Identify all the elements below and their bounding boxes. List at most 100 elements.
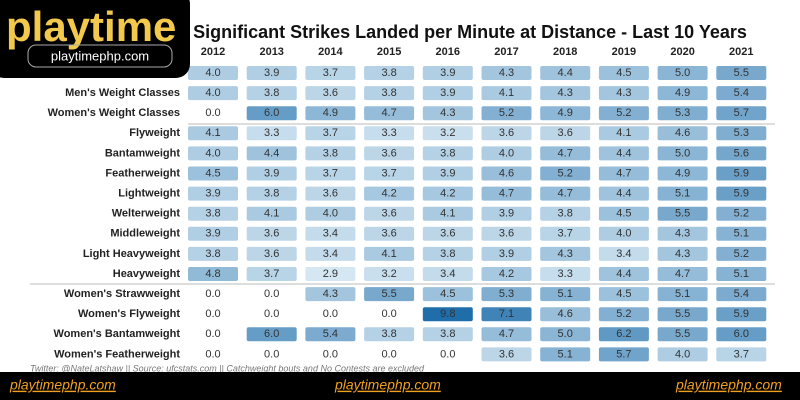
cell-bg — [422, 186, 473, 201]
cell-value: 4.0 — [499, 147, 514, 159]
cell-value: 5.4 — [734, 288, 749, 300]
cell-value: 5.1 — [734, 268, 749, 280]
cell-bg — [716, 86, 767, 101]
cell-value: 5.4 — [323, 328, 338, 340]
cell-bg — [305, 267, 356, 281]
column-header: 2016 — [436, 46, 460, 58]
cell-value: 4.9 — [675, 87, 690, 99]
cell-value: 3.3 — [381, 127, 396, 139]
cell-bg — [540, 267, 591, 281]
cell-value: 5.9 — [734, 308, 749, 320]
cell-value: 4.5 — [205, 167, 220, 179]
cell-value: 3.8 — [440, 147, 455, 159]
cell-value: 5.3 — [675, 107, 690, 119]
logo-bg — [0, 0, 190, 78]
cell-value: 3.7 — [734, 348, 749, 360]
cell-value: 3.6 — [558, 127, 573, 139]
cell-bg — [540, 327, 591, 342]
cell-bg — [422, 287, 473, 302]
cell-bg — [657, 226, 708, 241]
cell-bg — [481, 126, 532, 141]
cell-value: 4.7 — [499, 188, 514, 200]
cell-bg — [598, 347, 649, 362]
cell-value: 4.3 — [440, 107, 455, 119]
cell-bg — [188, 226, 238, 241]
cell-bg — [598, 307, 649, 322]
cell-value: 4.7 — [616, 167, 631, 179]
cell-bg — [540, 206, 591, 221]
cell-value: 3.3 — [558, 268, 573, 280]
cell-bg — [716, 206, 767, 221]
cell-bg — [246, 86, 297, 101]
cell-value: 5.5 — [381, 288, 396, 300]
row-label: Middleweight — [110, 228, 180, 240]
cell-bg — [540, 66, 591, 80]
cell-value: 4.6 — [499, 167, 514, 179]
cell-value: 4.0 — [205, 87, 220, 99]
cell-bg — [246, 267, 297, 281]
cell-value: 4.3 — [616, 87, 631, 99]
cell-value: 6.0 — [734, 328, 749, 340]
cell-value: 4.3 — [675, 228, 690, 240]
cell-bg — [540, 86, 591, 101]
cell-value: 3.6 — [264, 248, 279, 260]
cell-bg — [246, 146, 297, 161]
cell-value: 4.7 — [558, 188, 573, 200]
cell-value: 5.3 — [734, 127, 749, 139]
cell-bg — [188, 126, 238, 141]
link[interactable]: playtimephp.com — [675, 377, 782, 393]
cell-value: 3.8 — [205, 208, 220, 220]
row-label: Featherweight — [105, 167, 180, 179]
cell-bg — [188, 86, 238, 101]
cell-bg — [716, 347, 767, 362]
cell-bg — [598, 327, 649, 342]
cell-value: 3.9 — [499, 248, 514, 260]
cell-value: 4.3 — [558, 87, 573, 99]
cell-bg — [305, 106, 356, 121]
cell-value: 3.8 — [264, 188, 279, 200]
cell-value: 3.4 — [323, 248, 338, 260]
link[interactable]: playtimephp.com — [9, 377, 116, 393]
cell-value: 4.5 — [616, 67, 631, 79]
cell-bg — [716, 327, 767, 342]
cell-bg — [657, 327, 708, 342]
row-label: Flyweight — [129, 127, 180, 139]
cell-bg — [422, 66, 473, 80]
cell-value: 4.4 — [558, 67, 573, 79]
cell-value: 5.2 — [734, 208, 749, 220]
cell-value: 3.8 — [264, 87, 279, 99]
cell-value: 4.3 — [675, 248, 690, 260]
cell-value: 4.4 — [264, 147, 279, 159]
row-label: Bantamweight — [105, 147, 181, 159]
cell-bg — [188, 146, 238, 161]
cell-bg — [364, 327, 415, 342]
cell-value: 3.9 — [264, 67, 279, 79]
cell-value: 3.9 — [440, 167, 455, 179]
cell-value: 3.4 — [323, 228, 338, 240]
cell-value: 4.9 — [675, 167, 690, 179]
cell-bg — [246, 186, 297, 201]
column-header: 2018 — [553, 46, 577, 58]
cell-value: 3.9 — [264, 167, 279, 179]
cell-bg — [364, 146, 415, 161]
cell-value: 3.9 — [499, 208, 514, 220]
cell-bg — [598, 66, 649, 80]
cell-bg — [716, 106, 767, 121]
cell-bg — [716, 166, 767, 181]
cell-value: 5.5 — [675, 208, 690, 220]
cell-value: 4.5 — [616, 208, 631, 220]
cell-value: 4.7 — [675, 268, 690, 280]
row-label: Heavyweight — [113, 268, 181, 280]
cell-bg — [540, 146, 591, 161]
cell-bg — [657, 146, 708, 161]
cell-value: 4.6 — [558, 308, 573, 320]
logo[interactable]: playtime playtimephp.com — [0, 0, 190, 78]
cell-value: 3.6 — [440, 228, 455, 240]
cell-bg — [657, 347, 708, 362]
cell-bg — [657, 126, 708, 141]
cell-value: 0.0 — [205, 308, 220, 320]
cell-value: 4.1 — [205, 127, 220, 139]
cell-bg — [540, 226, 591, 241]
cell-bg — [481, 307, 532, 322]
link[interactable]: playtimephp.com — [334, 377, 441, 393]
